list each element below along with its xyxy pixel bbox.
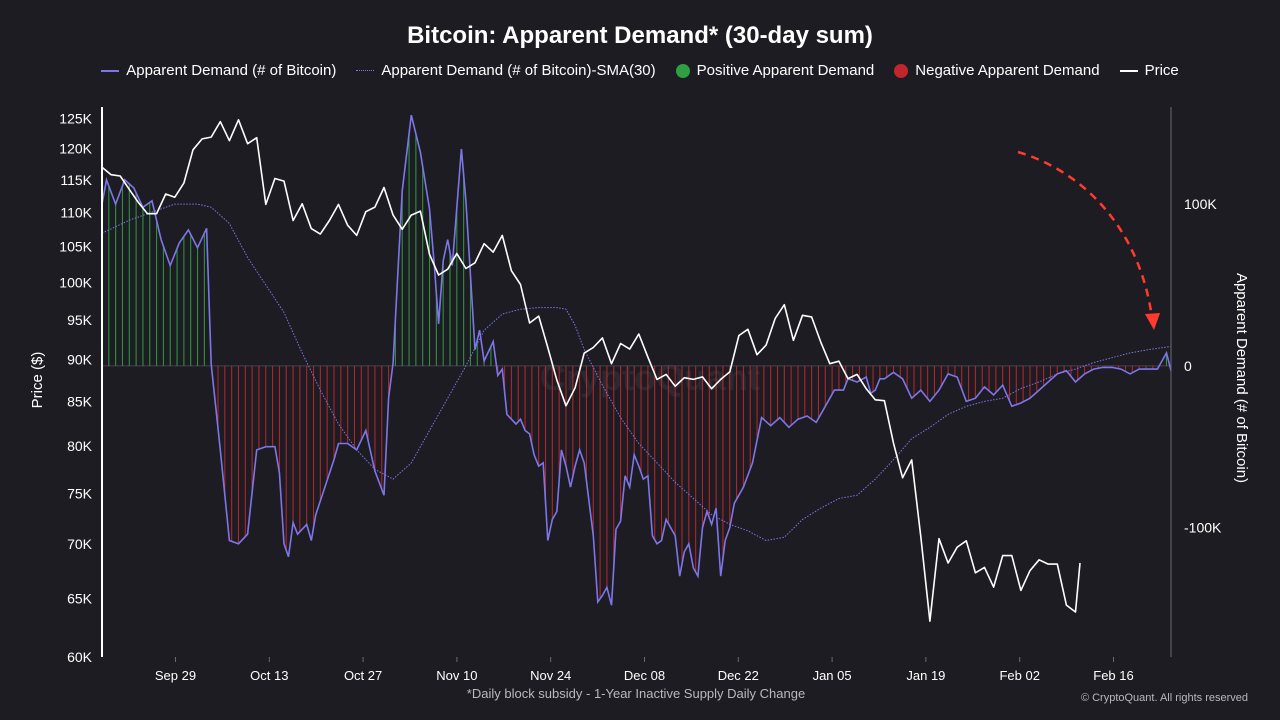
left-tick-label: 60K bbox=[67, 649, 93, 665]
left-tick-label: 110K bbox=[60, 204, 92, 220]
x-tick-label: Nov 24 bbox=[530, 668, 571, 683]
left-tick-label: 80K bbox=[67, 438, 93, 454]
legend-label-sma: Apparent Demand (# of Bitcoin)-SMA(30) bbox=[381, 62, 656, 79]
x-tick-label: Nov 10 bbox=[436, 668, 477, 683]
left-tick-label: 125K bbox=[59, 111, 92, 127]
legend-red-dot-icon bbox=[894, 63, 909, 78]
x-tick-label: Dec 22 bbox=[718, 668, 759, 683]
legend-item-sma[interactable]: Apparent Demand (# of Bitcoin)-SMA(30) bbox=[356, 62, 656, 79]
legend-item-price[interactable]: Price bbox=[1119, 62, 1179, 79]
x-tick-label: Feb 02 bbox=[999, 668, 1039, 683]
left-tick-label: 70K bbox=[67, 536, 93, 552]
left-tick-label: 90K bbox=[67, 352, 93, 368]
right-axis-title: Apparent Demand (# of Bitcoin) bbox=[1233, 273, 1250, 483]
x-tick-label: Jan 05 bbox=[813, 668, 852, 683]
sma-series-line bbox=[101, 203, 1172, 542]
legend-label-apparent-demand: Apparent Demand (# of Bitcoin) bbox=[126, 62, 337, 79]
annotation-arrow-head-icon bbox=[1145, 313, 1160, 330]
copyright-notice: © CryptoQuant. All rights reserved bbox=[1080, 692, 1248, 704]
legend-label-positive: Positive Apparent Demand bbox=[696, 62, 875, 79]
legend-item-apparent-demand[interactable]: Apparent Demand (# of Bitcoin) bbox=[101, 62, 336, 79]
right-tick-label: 100K bbox=[1184, 196, 1217, 212]
legend-line-icon bbox=[101, 69, 120, 72]
left-tick-label: 95K bbox=[67, 312, 93, 328]
right-tick-label: 0 bbox=[1184, 358, 1192, 374]
legend-green-dot-icon bbox=[675, 63, 690, 78]
left-axis-title: Price ($) bbox=[29, 352, 46, 409]
annotation-arrow-line bbox=[1017, 150, 1154, 319]
x-tick-label: Jan 19 bbox=[906, 668, 945, 683]
x-tick-label: Oct 27 bbox=[344, 668, 382, 683]
x-tick-label: Feb 16 bbox=[1093, 668, 1133, 683]
right-tick-label: -100K bbox=[1184, 520, 1222, 536]
left-tick-label: 105K bbox=[59, 239, 92, 255]
chart-footnote: *Daily block subsidy - 1-Year Inactive S… bbox=[466, 686, 806, 701]
apparent-demand-series-line bbox=[101, 114, 1172, 606]
legend-label-price: Price bbox=[1144, 62, 1179, 79]
chart-title: Bitcoin: Apparent Demand* (30-day sum) bbox=[407, 22, 873, 49]
left-tick-label: 100K bbox=[59, 274, 92, 290]
left-tick-label: 115K bbox=[60, 172, 92, 188]
legend-item-negative[interactable]: Negative Apparent Demand bbox=[894, 62, 1100, 79]
legend-item-positive[interactable]: Positive Apparent Demand bbox=[675, 62, 875, 79]
legend-dotted-line-icon bbox=[356, 70, 375, 71]
left-tick-label: 65K bbox=[67, 590, 93, 606]
left-tick-label: 75K bbox=[67, 485, 93, 501]
left-tick-label: 120K bbox=[59, 141, 92, 157]
legend-white-line-icon bbox=[1119, 69, 1138, 72]
x-tick-label: Oct 13 bbox=[250, 668, 288, 683]
price-series-line bbox=[101, 119, 1081, 622]
x-tick-label: Dec 08 bbox=[624, 668, 665, 683]
demand-bars bbox=[101, 133, 1168, 599]
x-tick-label: Sep 29 bbox=[155, 668, 196, 683]
left-tick-label: 85K bbox=[67, 394, 93, 410]
legend-label-negative: Negative Apparent Demand bbox=[915, 62, 1100, 79]
chart-legend: Apparent Demand (# of Bitcoin) Apparent … bbox=[0, 62, 1280, 79]
